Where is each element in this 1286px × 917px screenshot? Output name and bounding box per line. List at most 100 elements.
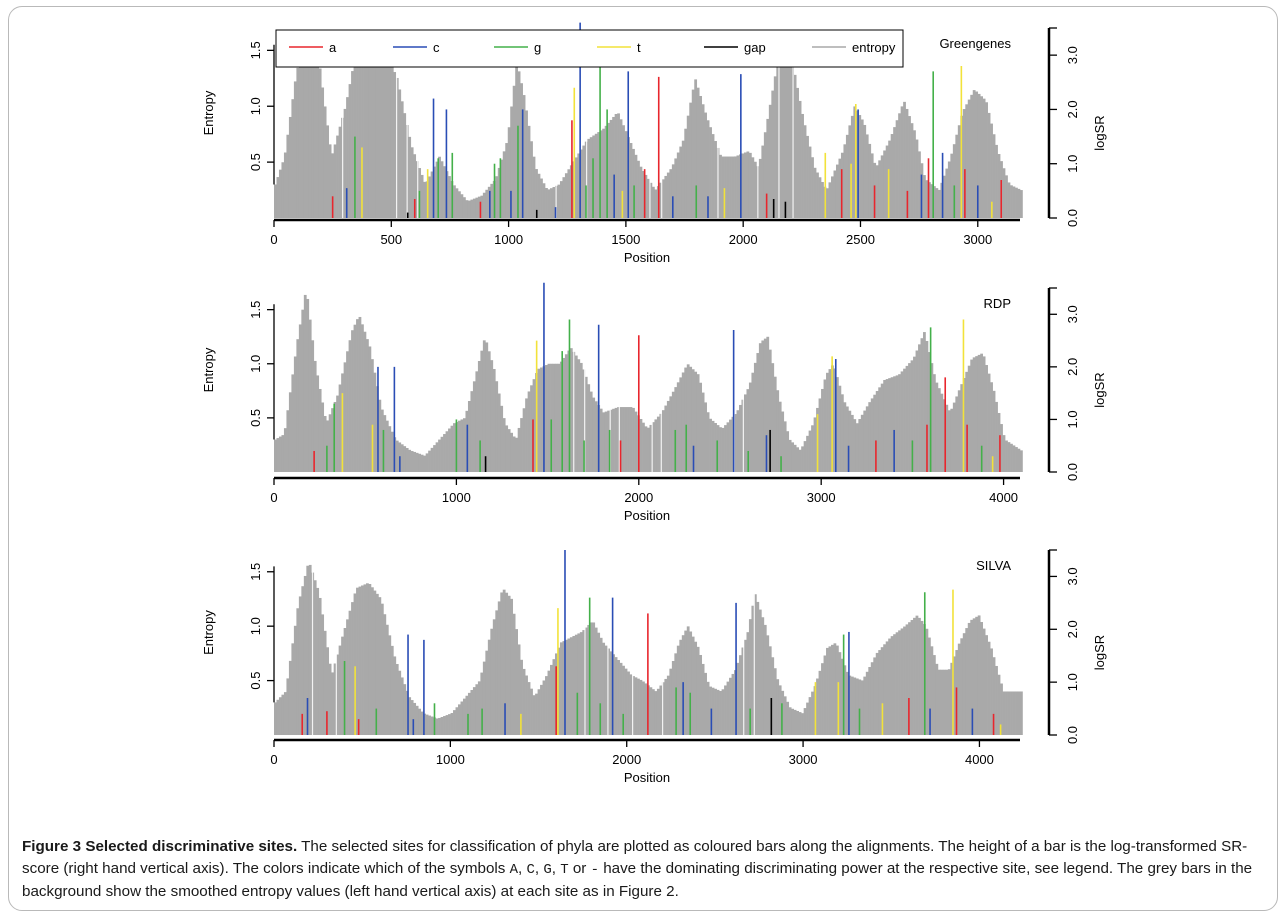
entropy-bar [642, 170, 645, 218]
entropy-bar [274, 702, 277, 735]
entropy-bar [743, 394, 747, 472]
entropy-bar [500, 592, 504, 735]
entropy-bar [515, 65, 518, 218]
entropy-bar [942, 399, 946, 472]
entropy-bar [885, 145, 889, 218]
entropy-bar [311, 42, 315, 218]
entropy-bar [666, 400, 670, 472]
entropy-bar [937, 189, 941, 218]
entropy-bar [932, 655, 936, 735]
entropy-bar [375, 42, 379, 218]
entropy-bar [532, 695, 536, 735]
left-axis-title: Entropy [201, 610, 216, 655]
entropy-bar [995, 665, 998, 735]
entropy-bar [288, 660, 292, 735]
entropy-bar [328, 414, 332, 472]
entropy-gap-column [660, 282, 662, 472]
entropy-bar [671, 164, 675, 218]
entropy-bar [903, 626, 906, 735]
entropy-bar [435, 442, 439, 472]
entropy-bar [962, 109, 966, 218]
entropy-bar [813, 417, 817, 472]
entropy-bar [629, 674, 633, 735]
entropy-bar [522, 408, 526, 472]
entropy-bar [743, 639, 747, 735]
entropy-bar [462, 418, 466, 472]
entropy-bar [753, 362, 757, 472]
x-tick-label: 2500 [846, 232, 875, 247]
entropy-bar [793, 709, 797, 735]
entropy-bar [704, 112, 707, 218]
entropy-bar [895, 120, 899, 218]
panel-title: RDP [984, 296, 1011, 311]
entropy-bar [654, 691, 658, 735]
entropy-bar [450, 713, 454, 735]
entropy-bar [863, 124, 867, 218]
entropy-bar [554, 363, 558, 472]
entropy-bar [776, 62, 780, 218]
entropy-bar [997, 412, 1001, 472]
entropy-bar [492, 619, 496, 735]
entropy-bar [634, 154, 638, 218]
entropy-bar [868, 667, 872, 735]
entropy-bar [960, 384, 964, 472]
entropy-bar [935, 188, 939, 218]
entropy-bar [798, 100, 802, 218]
entropy-bar [520, 418, 523, 472]
entropy-bar [888, 378, 891, 472]
entropy-bar [323, 416, 327, 472]
entropy-bar [599, 637, 603, 735]
entropy-bar [831, 644, 834, 735]
entropy-bar [415, 705, 419, 735]
entropy-bar [758, 343, 762, 472]
entropy-bar [410, 147, 414, 218]
entropy-bar [793, 74, 797, 219]
entropy-bar [1017, 691, 1021, 735]
entropy-bar [696, 374, 700, 472]
entropy-bar [398, 89, 402, 218]
entropy-bar [992, 134, 996, 218]
entropy-bar [564, 354, 568, 472]
entropy-bar [458, 704, 461, 735]
entropy-bar [925, 628, 929, 735]
entropy-bar [380, 409, 384, 472]
entropy-bar [390, 431, 394, 472]
entropy-bar [428, 450, 431, 472]
entropy-bar [666, 675, 670, 735]
entropy-bar [694, 641, 698, 735]
entropy-bar [719, 154, 722, 218]
entropy-bar [388, 635, 392, 735]
entropy-bar [281, 694, 285, 735]
entropy-bar [331, 672, 334, 735]
legend-label-g: g [534, 40, 541, 55]
entropy-bar [865, 406, 869, 472]
entropy-bar [428, 715, 431, 735]
entropy-bar [609, 651, 613, 735]
entropy-bar [283, 692, 287, 735]
right-tick-label: 1.0 [1065, 673, 1080, 691]
entropy-bar [905, 365, 909, 472]
entropy-bar [736, 410, 740, 472]
entropy-bar [403, 446, 407, 472]
entropy-bar [945, 404, 949, 472]
entropy-bar [987, 112, 991, 218]
entropy-bar [970, 94, 974, 218]
entropy-bar [321, 402, 325, 472]
entropy-gap-column [395, 22, 398, 218]
x-tick-label: 2000 [729, 232, 758, 247]
entropy-bar [935, 382, 939, 472]
entropy-bar [415, 452, 419, 472]
entropy-bar [378, 399, 382, 472]
right-tick-label: 3.0 [1065, 305, 1080, 323]
entropy-bar [278, 436, 282, 472]
entropy-bar [776, 679, 780, 735]
entropy-bar [375, 593, 379, 735]
entropy-bar [651, 422, 655, 472]
entropy-bar [622, 125, 625, 218]
left-tick-label: 0.5 [248, 409, 263, 427]
entropy-bar [607, 410, 610, 472]
legend-label-a: a [329, 40, 337, 55]
entropy-bar [490, 628, 494, 735]
entropy-bar [918, 617, 921, 735]
entropy-bar [293, 356, 297, 472]
